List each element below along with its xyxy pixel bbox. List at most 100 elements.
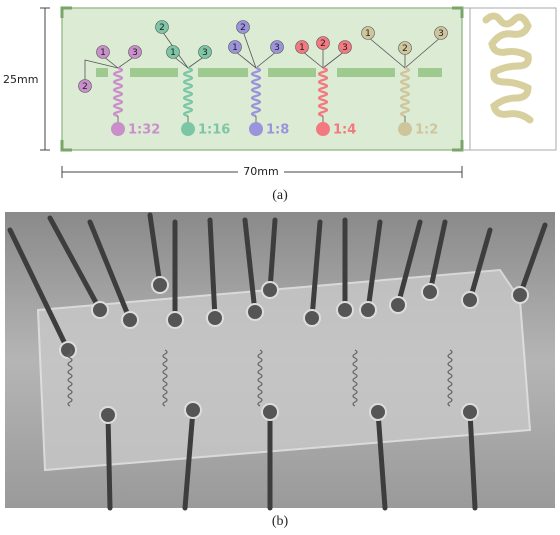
tube (87, 219, 133, 323)
tube (467, 227, 493, 303)
port (389, 296, 407, 314)
tube (395, 219, 423, 308)
inlet-label: 1 (365, 29, 371, 39)
tube (242, 217, 258, 315)
port (511, 286, 529, 304)
photo-mixer (67, 349, 73, 407)
port (421, 283, 439, 301)
tube (375, 409, 388, 511)
inlet (236, 20, 250, 34)
photo-mixer (257, 349, 263, 407)
inset-frame (469, 7, 557, 151)
inlet (398, 41, 412, 55)
tubes (7, 212, 548, 511)
inlet (434, 26, 448, 40)
tube (427, 219, 448, 295)
tube (267, 217, 278, 293)
inlet-label: 2 (240, 23, 246, 33)
port (461, 403, 479, 421)
inlet (128, 45, 142, 59)
port (91, 301, 109, 319)
channel-bar (418, 68, 442, 77)
mixer (182, 66, 194, 118)
tube (47, 215, 103, 313)
mixer (399, 66, 411, 118)
inlet-label: 1 (170, 48, 176, 58)
ratio-label: 1:8 (266, 123, 289, 138)
inlet-label: 3 (132, 48, 138, 58)
port (151, 276, 169, 294)
height-label: 25mm (3, 73, 38, 86)
outlet (249, 122, 263, 136)
inlet (316, 36, 330, 50)
inlet-label: 3 (438, 29, 444, 39)
inlet (96, 45, 110, 59)
tube (7, 227, 71, 353)
mixer (317, 66, 329, 118)
feed-channel (84, 59, 119, 86)
tube (147, 212, 163, 288)
ratio-label: 1:2 (415, 123, 438, 138)
caption: (a) (272, 188, 288, 203)
inlet-label: 1 (299, 43, 305, 53)
outlet (111, 122, 125, 136)
port (206, 309, 224, 327)
caption: (b) (272, 514, 289, 529)
inlet (228, 40, 242, 54)
tube (365, 219, 383, 313)
ratio-label: 1:32 (128, 123, 160, 138)
label-bg (238, 165, 284, 179)
port (303, 309, 321, 327)
port (246, 303, 264, 321)
channel-bar (337, 68, 395, 77)
port (99, 406, 117, 424)
inlet-label: 2 (82, 82, 88, 92)
mixer (112, 66, 124, 118)
tube (309, 219, 323, 321)
height-dimension (40, 7, 50, 151)
port (121, 311, 139, 329)
inlet-label: 2 (402, 44, 408, 54)
inlet (295, 40, 309, 54)
port (261, 403, 279, 421)
tube (105, 412, 113, 511)
port (369, 403, 387, 421)
inlet (198, 45, 212, 59)
chip-photo (36, 268, 532, 472)
channel-bar (268, 68, 316, 77)
channel-bar (130, 68, 178, 77)
tube (182, 407, 196, 511)
port (59, 341, 77, 359)
inlet-label: 2 (320, 39, 326, 49)
outlet (316, 122, 330, 136)
channel-bar (96, 68, 108, 77)
inlet-label: 3 (274, 43, 280, 53)
width-label: 70mm (243, 165, 278, 178)
tube (207, 217, 218, 321)
port (359, 301, 377, 319)
inlet (361, 26, 375, 40)
port (261, 281, 279, 299)
inlet (270, 40, 284, 54)
port (166, 311, 184, 329)
inlet (155, 20, 169, 34)
channel-bar (198, 68, 248, 77)
inlet-label: 3 (342, 43, 348, 53)
outlet (398, 122, 412, 136)
inlet-label: 1 (232, 43, 238, 53)
ratio-label: 1:4 (333, 123, 356, 138)
inlet-label: 2 (159, 23, 165, 33)
inlet (78, 79, 92, 93)
port (461, 291, 479, 309)
tube (517, 222, 548, 298)
inlet (166, 45, 180, 59)
inlet (338, 40, 352, 54)
inlet-label: 3 (202, 48, 208, 58)
mixer (250, 66, 262, 118)
ratio-label: 1:16 (198, 123, 230, 138)
outlet (181, 122, 195, 136)
port (184, 401, 202, 419)
port (336, 301, 354, 319)
photo-mixer (352, 349, 358, 407)
tube (467, 409, 478, 511)
